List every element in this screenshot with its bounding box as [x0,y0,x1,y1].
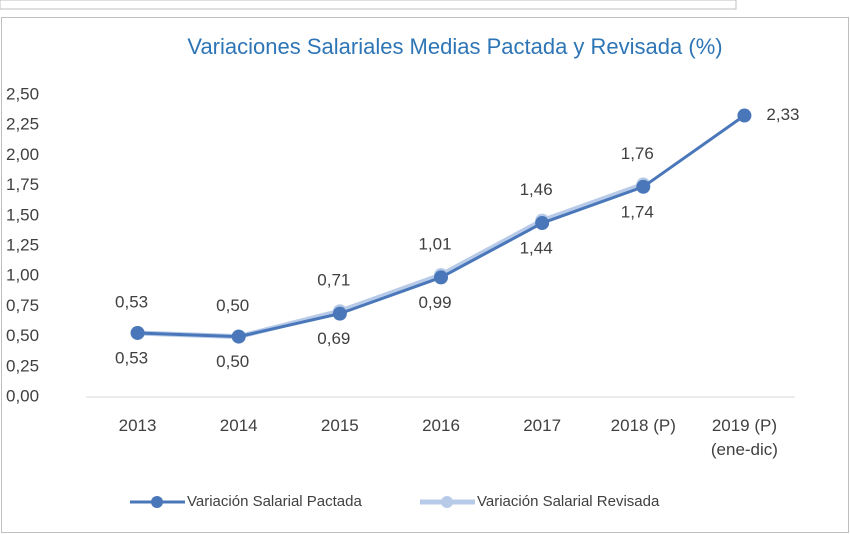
y-tick-label: 1,25 [6,235,39,254]
y-tick-label: 1,50 [6,205,39,224]
data-label: 2,33 [766,105,799,124]
data-label: 1,76 [621,144,654,163]
marker [737,108,752,123]
y-tick-label: 0,50 [6,326,39,345]
y-tick-label: 0,00 [6,386,39,405]
chart-title: Variaciones Salariales Medias Pactada y … [187,34,722,59]
marker [130,325,145,340]
marker [332,306,347,321]
x-tick-label: 2015 [320,416,359,435]
marker [535,216,550,231]
data-label: 1,46 [520,180,553,199]
y-tick-label: 0,25 [6,356,39,375]
y-tick-label: 1,75 [6,175,39,194]
y-tick-label: 2,50 [6,84,39,103]
x-tick-label: 2018 (P) [610,416,676,435]
data-label: 1,01 [418,234,451,253]
previous-frame [0,0,737,10]
x-tick-label: 2017 [523,416,562,435]
data-label: 0,50 [216,352,249,371]
marker [434,270,448,285]
data-label: 0,69 [317,329,350,348]
y-tick-label: 0,75 [6,296,39,315]
data-label: 1,44 [520,239,553,258]
x-tick-label: 2019 (P) (ene-dic) [710,416,778,459]
data-label: 0,71 [317,271,350,290]
data-label: 0,99 [418,293,451,312]
legend-marker [151,496,163,508]
x-tick-label: 2016 [422,416,460,435]
x-tick-label: 2013 [118,416,157,435]
y-tick-label: 2,00 [6,145,39,164]
data-label: 1,74 [621,202,654,221]
data-label: 0,53 [115,292,148,311]
marker [231,329,246,344]
x-tick-label: 2014 [219,416,258,435]
legend-label: Variación Salarial Revisada [477,493,660,510]
legend-label: Variación Salarial Pactada [187,493,362,510]
y-tick-label: 1,00 [6,266,39,285]
data-label: 0,50 [216,296,249,315]
y-tick-label: 2,25 [6,115,39,134]
legend-marker [441,496,453,508]
marker [636,179,651,194]
data-label: 0,53 [115,348,148,367]
chart-frame [1,17,849,533]
